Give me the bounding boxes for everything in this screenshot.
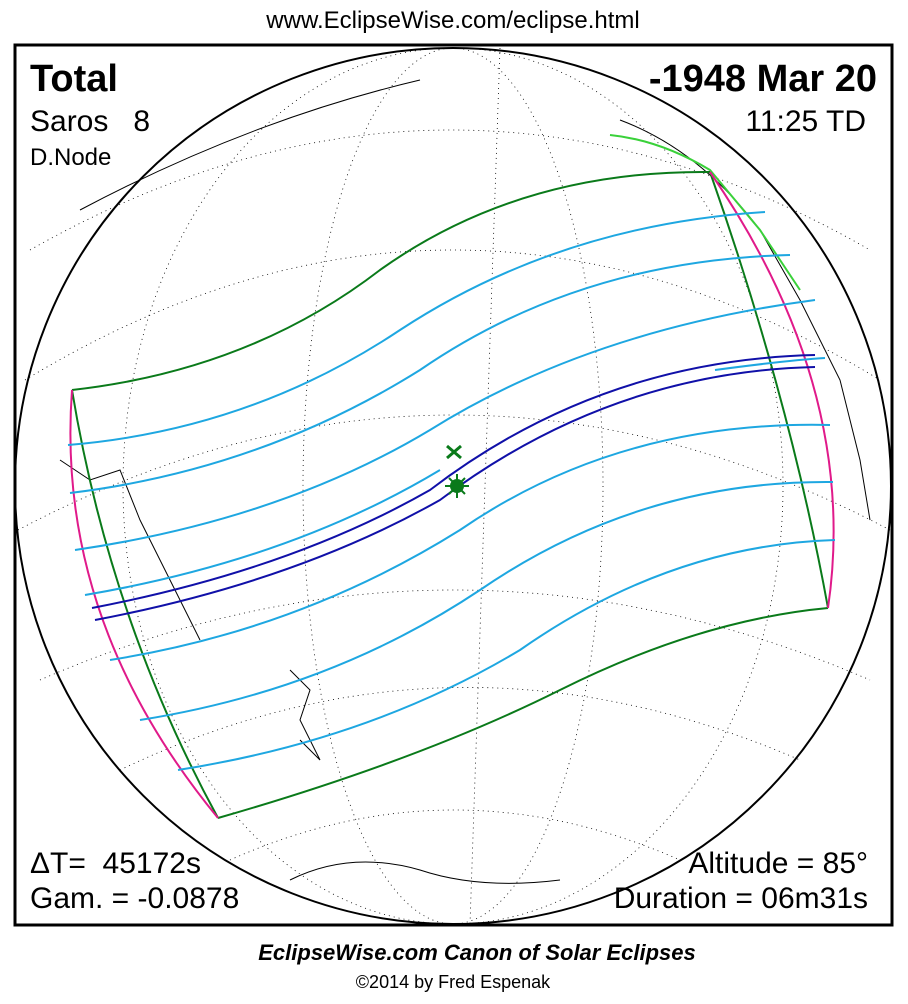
url: www.EclipseWise.com/eclipse.html <box>265 7 639 34</box>
eclipse-date: -1948 Mar 20 <box>649 58 877 100</box>
duration: Duration = 06m31s <box>614 882 868 915</box>
footer-title: EclipseWise.com Canon of Solar Eclipses <box>258 940 696 965</box>
copyright: ©2014 by Fred Espenak <box>356 972 551 992</box>
node: D.Node <box>30 144 111 171</box>
time: 11:25 TD <box>745 105 866 138</box>
eclipse-type: Total <box>30 58 118 100</box>
gamma: Gam. = -0.0878 <box>30 882 239 915</box>
delta-t: ΔT= 45172s <box>30 847 201 880</box>
altitude: Altitude = 85° <box>688 847 868 880</box>
eclipse-path <box>67 170 836 819</box>
saros: Saros 8 <box>30 105 150 138</box>
